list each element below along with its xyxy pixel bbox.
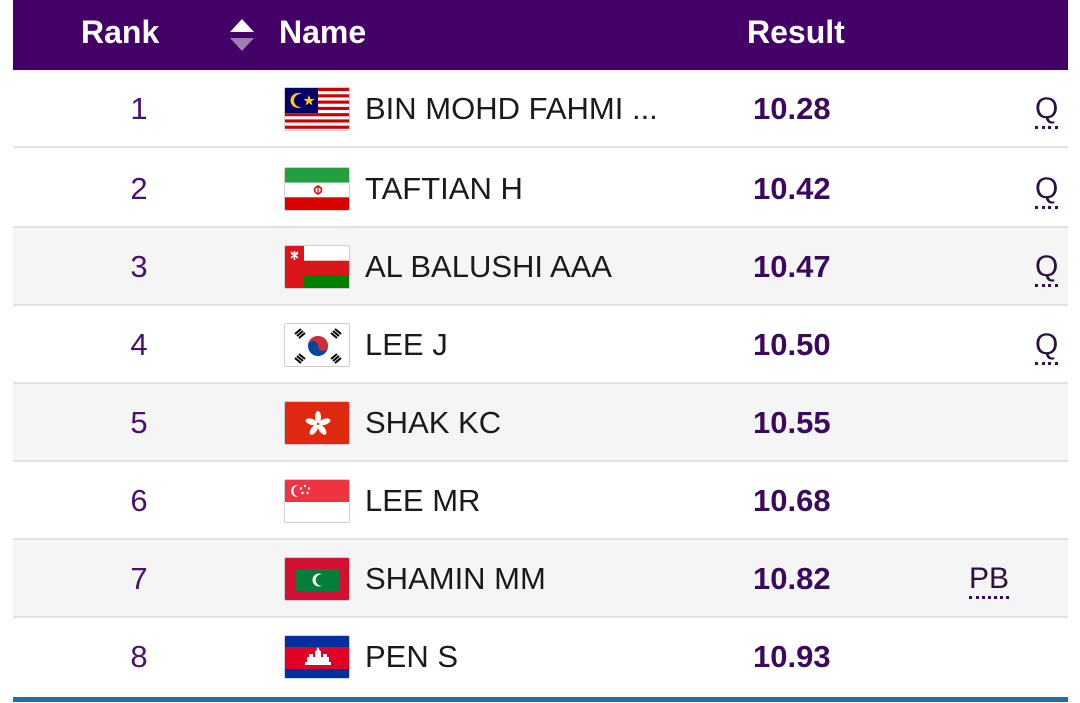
korea-flag-icon bbox=[284, 323, 350, 367]
personal-best-badge[interactable]: PB bbox=[969, 540, 1010, 618]
table-row[interactable]: 6 LEE MR 10.68 bbox=[13, 462, 1068, 540]
table-row[interactable]: 3 AL BALUSHI AAA 10.47 Q bbox=[13, 228, 1068, 306]
rank-cell: 5 bbox=[130, 405, 148, 440]
rank-cell: 1 bbox=[130, 91, 148, 126]
result-value: 10.42 bbox=[753, 171, 831, 206]
result-value: 10.50 bbox=[753, 327, 831, 362]
rank-cell: 4 bbox=[130, 327, 148, 362]
table-header: Rank Name Result bbox=[13, 0, 1068, 70]
result-value: 10.82 bbox=[753, 561, 831, 596]
result-value: 10.55 bbox=[753, 405, 831, 440]
sort-up-down-icon[interactable] bbox=[229, 17, 255, 53]
table-row[interactable]: 1 BIN MOHD FAHMI ... 10. bbox=[13, 70, 1068, 148]
rank-column-header[interactable]: Rank bbox=[81, 14, 160, 50]
table-row[interactable]: 4 LEE J 10.50 Q bbox=[13, 306, 1068, 384]
hong-kong-flag-icon bbox=[284, 401, 350, 445]
maldives-flag-icon bbox=[284, 557, 350, 601]
table-row[interactable]: 7 SHAMIN MM 10.82 PB bbox=[13, 540, 1068, 618]
result-column-header[interactable]: Result bbox=[747, 14, 845, 50]
qualification-badge[interactable]: Q bbox=[1035, 70, 1059, 148]
qualification-badge[interactable]: Q bbox=[1035, 306, 1059, 384]
singapore-flag-icon bbox=[284, 479, 350, 523]
rank-cell: 8 bbox=[130, 639, 148, 674]
athlete-name: TAFTIAN H bbox=[365, 171, 523, 206]
qualification-badge[interactable]: Q bbox=[1035, 228, 1059, 306]
rank-cell: 7 bbox=[130, 561, 148, 596]
athlete-name: LEE MR bbox=[365, 483, 481, 518]
athlete-name: SHAMIN MM bbox=[365, 561, 546, 596]
iran-flag-icon bbox=[284, 167, 350, 211]
table-bottom-border bbox=[13, 697, 1068, 702]
result-value: 10.47 bbox=[753, 249, 831, 284]
qualification-badge[interactable]: Q bbox=[1035, 150, 1059, 228]
table-row[interactable]: 2 TAFTIAN H 10.42 Q bbox=[13, 150, 1068, 228]
malaysia-flag-icon bbox=[284, 87, 350, 131]
athlete-name: SHAK KC bbox=[365, 405, 502, 440]
rank-cell: 6 bbox=[130, 483, 148, 518]
table-row[interactable]: 8 PEN S 10.93 bbox=[13, 618, 1068, 696]
table-row[interactable]: 5 SHAK KC 10.55 bbox=[13, 384, 1068, 462]
result-value: 10.93 bbox=[753, 639, 831, 674]
oman-flag-icon bbox=[284, 245, 350, 289]
rank-cell: 2 bbox=[130, 171, 148, 206]
athlete-name: BIN MOHD FAHMI ... bbox=[365, 91, 658, 126]
cambodia-flag-icon bbox=[284, 635, 350, 679]
athlete-name: AL BALUSHI AAA bbox=[365, 249, 612, 284]
result-value: 10.68 bbox=[753, 483, 831, 518]
result-value: 10.28 bbox=[753, 91, 831, 126]
rank-cell: 3 bbox=[130, 249, 148, 284]
name-column-header[interactable]: Name bbox=[279, 14, 367, 50]
athlete-name: LEE J bbox=[365, 327, 448, 362]
athlete-name: PEN S bbox=[365, 639, 459, 674]
results-table: Rank Name Result 1 bbox=[13, 0, 1068, 703]
